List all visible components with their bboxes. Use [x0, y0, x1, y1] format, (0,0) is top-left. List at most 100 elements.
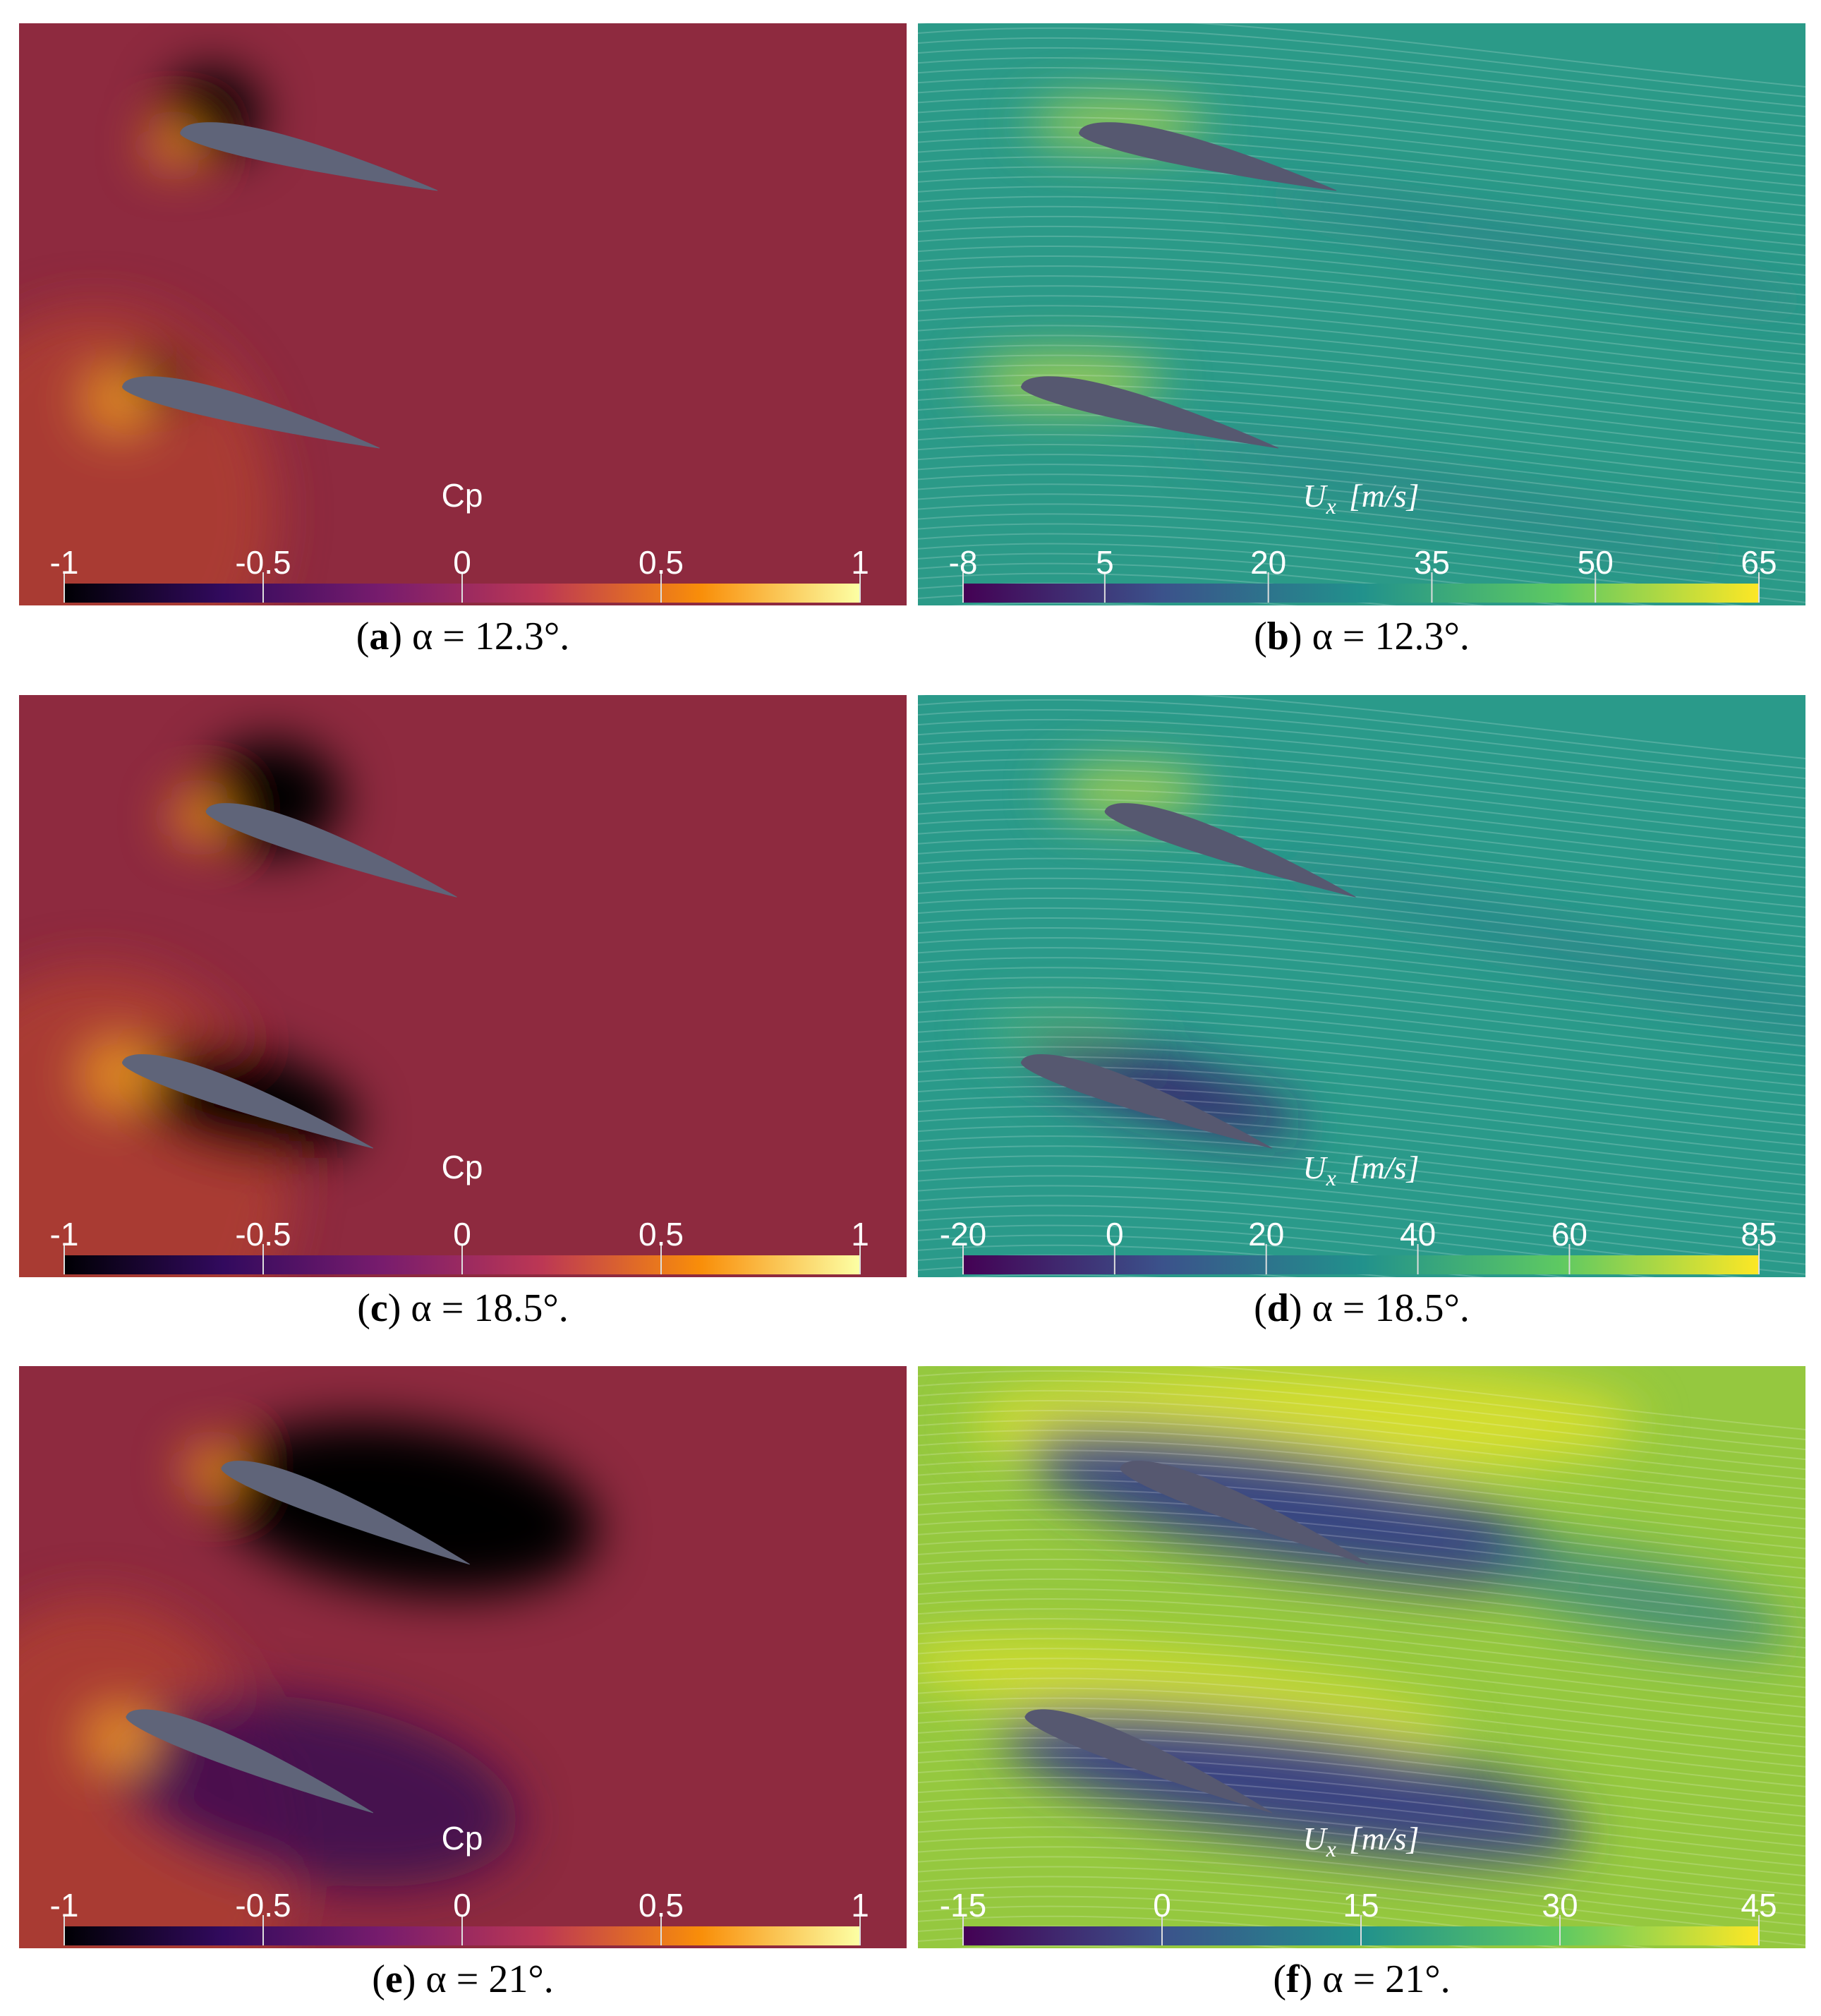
colorbar: [963, 584, 1759, 603]
flow-feature: [213, 1420, 598, 1595]
streamline: [918, 1538, 1805, 1609]
streamline: [918, 1095, 1805, 1166]
colorbar-title: Cp: [442, 1149, 483, 1185]
streamline: [918, 1816, 1805, 1887]
caption-part: ) α = 18.5°.: [1289, 1286, 1470, 1330]
colorbar-tick-label: 0: [453, 1216, 471, 1253]
streamline: [918, 454, 1805, 524]
streamline: [918, 847, 1805, 918]
streamline: [918, 1608, 1805, 1679]
streamline: [918, 1687, 1805, 1758]
streamline: [918, 77, 1805, 147]
streamline: [918, 1116, 1805, 1186]
streamline: [918, 1806, 1805, 1877]
streamline: [918, 1195, 1805, 1265]
streamline: [918, 354, 1805, 425]
streamline: [918, 126, 1805, 197]
caption-part: (: [1254, 615, 1267, 658]
field-features: [19, 1420, 598, 1948]
streamline: [918, 1776, 1805, 1847]
streamline: [918, 1866, 1805, 1936]
field: [19, 695, 907, 1277]
streamline: [918, 225, 1805, 296]
airfoil: [221, 1461, 470, 1565]
colorbar-tick-label: 15: [1343, 1887, 1379, 1924]
streamline: [918, 1826, 1805, 1897]
streamline: [918, 1677, 1805, 1748]
streamline: [918, 1420, 1805, 1490]
streamline: [918, 1410, 1805, 1480]
streamline: [918, 798, 1805, 869]
caption-part: a: [369, 615, 389, 658]
colorbar-tick-label: 0.5: [639, 1887, 684, 1924]
colorbar-tick-label: 60: [1551, 1216, 1587, 1253]
flow-feature: [918, 1634, 1456, 1754]
colorbar-title-text: Cp: [442, 1149, 483, 1185]
panel: Cp -1 -0.5 0 0.5 1: [19, 1366, 907, 1948]
streamline: [918, 285, 1805, 356]
streamline: [950, 1945, 1162, 1948]
streamline: [918, 1016, 1805, 1087]
streamline: [918, 808, 1805, 879]
streamline: [918, 444, 1805, 514]
colorbar-tick-label: 65: [1741, 544, 1777, 581]
colorbar-tick-label: -0.5: [235, 544, 291, 581]
streamline: [918, 503, 1805, 574]
airfoil: [180, 122, 438, 191]
streamline: [918, 1588, 1805, 1659]
streamline: [918, 1638, 1805, 1708]
streamline: [918, 186, 1805, 256]
streamline: [918, 1578, 1805, 1649]
streamline: [918, 414, 1805, 485]
streamline: [918, 255, 1805, 326]
colorbar-tick-label: 0: [453, 544, 471, 581]
streamline: [918, 877, 1805, 948]
streamline: [918, 1175, 1805, 1245]
streamline: [918, 818, 1805, 888]
colorbar-tick-label: 1: [851, 1216, 869, 1253]
caption-part: (: [1273, 1957, 1286, 2001]
streamline: [918, 749, 1805, 819]
caption-part: ) α = 21°.: [1300, 1957, 1451, 2001]
streamline: [918, 1380, 1805, 1451]
caption: (a) α = 12.3°.: [356, 615, 570, 658]
streamline: [918, 156, 1805, 227]
streamline: [918, 513, 1805, 584]
colorbar-title: Ux [m/s]: [1302, 1821, 1419, 1861]
colorbar-tick-label: 85: [1741, 1216, 1777, 1253]
colorbar-title-unit: [m/s]: [1349, 1149, 1420, 1185]
caption-part: ) α = 12.3°.: [1289, 615, 1470, 658]
airfoil: [1079, 122, 1337, 191]
streamline: [918, 1459, 1805, 1530]
colorbar-tick-label: -1: [50, 1216, 79, 1253]
streamline: [918, 1125, 1805, 1196]
colorbar-tick-label: -20: [940, 1216, 986, 1253]
field: [918, 1366, 1805, 1948]
streamline: [918, 325, 1805, 395]
streamline: [918, 1707, 1805, 1777]
streamline: [918, 788, 1805, 859]
streamline: [918, 1895, 1656, 1948]
streamline: [918, 97, 1805, 167]
streamline: [918, 1856, 1805, 1926]
streamline: [918, 1746, 1805, 1818]
streamline: [918, 1006, 1805, 1077]
streamline: [918, 759, 1805, 829]
streamline: [918, 205, 1805, 276]
field: [19, 23, 907, 605]
streamline: [918, 718, 1805, 790]
caption-part: ) α = 18.5°.: [388, 1286, 569, 1330]
panel: Cp -1 -0.5 0 0.5 1: [19, 23, 907, 605]
streamline: [918, 728, 1805, 799]
caption-part: (: [357, 1286, 370, 1330]
streamline: [918, 56, 1805, 128]
streamline: [918, 1449, 1805, 1520]
streamline: [918, 235, 1805, 306]
streamline: [918, 116, 1805, 187]
airfoil: [1021, 1054, 1273, 1149]
flow-feature: [1265, 859, 1805, 1046]
streamline: [918, 1145, 1805, 1216]
streamline: [918, 334, 1805, 405]
streamline: [918, 47, 1805, 118]
